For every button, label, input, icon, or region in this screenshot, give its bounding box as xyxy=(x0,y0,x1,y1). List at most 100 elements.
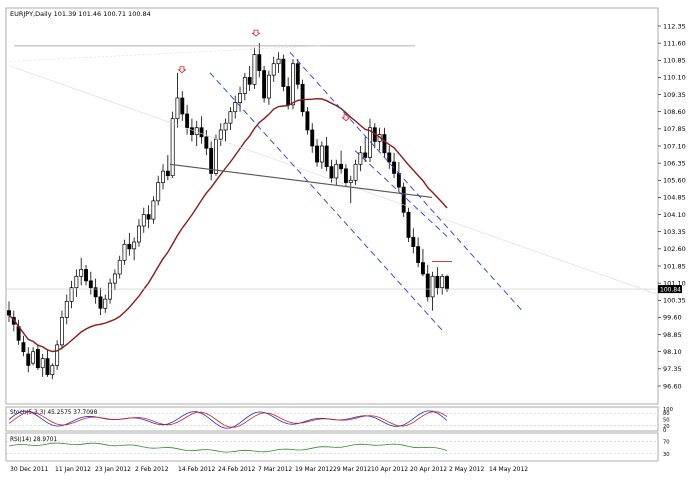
candle-body xyxy=(343,168,348,183)
price-tag-bg xyxy=(658,285,682,294)
candle-body xyxy=(233,102,238,113)
candle-body xyxy=(199,127,204,138)
y-tick-label: 101.10 xyxy=(663,279,686,287)
y-tick-label: 112.35 xyxy=(663,22,686,30)
y-tick-label: 110.85 xyxy=(663,57,686,65)
candle-body xyxy=(286,86,291,106)
candle-body xyxy=(247,77,252,85)
candle-body xyxy=(108,282,113,300)
candle-body xyxy=(324,145,329,167)
chart-header: EURJPY,Daily 101.39 101.46 100.71 100.84 xyxy=(10,10,151,18)
candle-body xyxy=(141,214,146,227)
stoch-y-tick: 100 xyxy=(663,407,673,413)
candle-body xyxy=(425,273,430,298)
candle-body xyxy=(382,134,387,154)
candle-body xyxy=(185,113,190,129)
candle-body xyxy=(64,301,69,318)
candle-body xyxy=(396,173,401,188)
candle-body xyxy=(21,342,26,353)
candle-body xyxy=(214,138,218,174)
y-tick-label: 106.35 xyxy=(663,159,686,167)
candle-body xyxy=(69,287,74,302)
candle-body xyxy=(165,170,170,177)
candle-body xyxy=(363,152,368,158)
candle-body xyxy=(271,63,276,76)
x-tick-label: 29 Mar 2012 xyxy=(333,466,371,473)
candle-body xyxy=(122,243,127,261)
upper-trendline xyxy=(9,45,326,62)
channel-lower xyxy=(209,72,444,332)
stoch-y-tick: 50 xyxy=(663,418,670,424)
price-tag: 100.84 xyxy=(660,286,681,293)
candle-body xyxy=(440,275,445,289)
candle-body xyxy=(137,225,141,243)
candle-body xyxy=(117,259,122,275)
y-tick-label: 111.60 xyxy=(663,39,686,47)
candle-body xyxy=(353,163,358,181)
candle-body xyxy=(26,353,31,366)
candle-body xyxy=(339,163,344,170)
candle-body xyxy=(209,147,214,174)
y-tick-label: 107.85 xyxy=(663,125,686,133)
x-tick-label: 24 Feb 2012 xyxy=(218,466,256,473)
candle-body xyxy=(266,74,271,99)
x-tick-label: 14 May 2012 xyxy=(489,466,528,473)
y-tick-label: 104.10 xyxy=(663,211,686,219)
candle-body xyxy=(445,276,449,290)
candle-body xyxy=(430,275,435,298)
candle-body xyxy=(257,54,262,71)
long-trendline xyxy=(9,65,659,295)
candle-body xyxy=(242,77,247,94)
candle-body xyxy=(401,186,406,213)
candle-body xyxy=(329,166,334,179)
y-tick-label: 110.10 xyxy=(663,74,686,82)
candle-body xyxy=(416,246,421,263)
rsi-line xyxy=(8,442,448,453)
rsi-panel-frame xyxy=(5,432,659,462)
candle-body xyxy=(103,298,108,309)
candle-body xyxy=(175,97,180,119)
candle-body xyxy=(31,351,36,364)
rsi-header: RSI(14) 28.9701 xyxy=(10,437,57,443)
candle-body xyxy=(35,349,40,369)
stoch-panel-frame xyxy=(5,406,659,432)
x-tick-label: 2 May 2012 xyxy=(449,466,484,473)
candle-body xyxy=(74,275,79,289)
y-tick-label: 96.60 xyxy=(663,382,682,390)
fractal-arrow xyxy=(251,29,261,37)
channel-middle xyxy=(354,150,449,238)
y-tick-label: 98.85 xyxy=(663,331,682,339)
channel-upper xyxy=(289,51,523,311)
candle-body xyxy=(300,83,305,113)
y-tick-label: 101.85 xyxy=(663,262,686,270)
candle-body xyxy=(50,365,55,375)
candle-body xyxy=(189,127,194,135)
fractal-arrow xyxy=(177,66,187,74)
candle-body xyxy=(276,58,281,65)
candle-body xyxy=(194,127,199,135)
candle-body xyxy=(387,152,392,163)
x-tick-label: 10 Apr 2012 xyxy=(371,466,408,473)
candle-body xyxy=(84,269,88,282)
candle-body xyxy=(291,63,295,106)
stoch-header: Stoch(5,3,3) 45.2575 37.7098 xyxy=(10,410,98,416)
x-tick-label: 20 Apr 2012 xyxy=(410,466,447,473)
candle-body xyxy=(262,70,267,99)
candle-body xyxy=(319,145,324,163)
candle-body xyxy=(420,262,425,275)
y-tick-label: 103.35 xyxy=(663,228,686,236)
candle-body xyxy=(358,152,363,165)
candle-body xyxy=(315,145,319,163)
y-tick-label: 99.60 xyxy=(663,314,682,322)
x-tick-label: 14 Feb 2012 xyxy=(178,466,216,473)
candle-body xyxy=(59,317,64,346)
candle-body xyxy=(93,287,98,298)
x-tick-label: 30 Dec 2011 xyxy=(10,466,49,473)
candle-body xyxy=(348,179,353,183)
y-tick-label: 102.60 xyxy=(663,245,686,253)
candle-body xyxy=(170,118,175,177)
candle-body xyxy=(252,54,257,85)
y-tick-label: 104.85 xyxy=(663,194,686,202)
